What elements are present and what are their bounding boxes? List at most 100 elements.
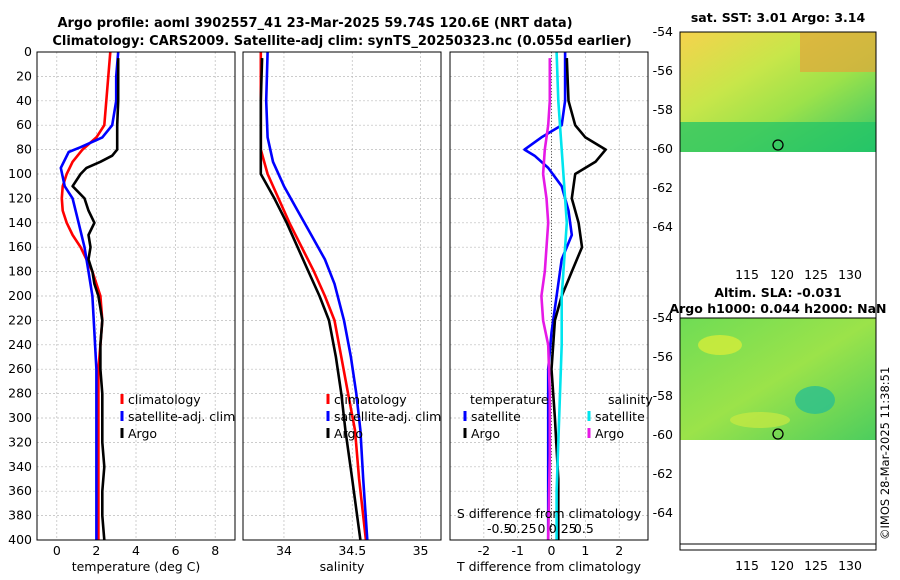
sst-lon-tick-label: 125	[804, 267, 828, 282]
sst-lat-tick-label: -60	[653, 141, 673, 156]
s-difference-axis-label: S difference from climatology	[457, 506, 642, 521]
legend-label: Argo	[334, 426, 363, 441]
sst-map	[679, 31, 877, 545]
sla-lon-tick-label: 120	[770, 558, 794, 573]
x-tick-label: 34.5	[338, 543, 366, 558]
sla-lat-tick-label: -54	[653, 310, 673, 325]
y-tick-label: 200	[8, 288, 32, 303]
sst-lon-tick-label: 115	[735, 267, 759, 282]
sla-lat-tick-label: -58	[653, 388, 673, 403]
difference-panel: -2 -1 0 1 2T difference from climatology temp…	[449, 51, 653, 574]
sla-map-title-line2: Argo h1000: 0.044 h2000: NaN	[669, 301, 886, 316]
y-tick-label: 120	[8, 190, 32, 205]
legend-label: climatology	[128, 392, 201, 407]
difference-series-s-argo	[540, 58, 552, 541]
y-tick-label: 160	[8, 239, 32, 254]
sla-high-patch-2	[730, 412, 790, 428]
x-tick-label: -1	[511, 543, 523, 558]
x-tick-label: 4	[132, 543, 140, 558]
sla-map-title-line1: Altim. SLA: -0.031	[714, 285, 841, 300]
sst-lat-tick-label: -62	[653, 180, 673, 195]
temperature-panel: 0204060801001201401601802002202402602803…	[8, 44, 236, 574]
y-tick-label: 380	[8, 508, 32, 523]
sla-map-frame	[679, 317, 877, 551]
sla-argo-location-marker	[772, 428, 784, 440]
sla-lat-tick-label: -56	[653, 349, 673, 364]
salinity-series-argo	[259, 58, 362, 541]
sla-lat-tick-label: -62	[653, 466, 673, 481]
sla-lon-tick-label: 115	[735, 558, 759, 573]
y-tick-label: 240	[8, 337, 32, 352]
sla-high-patch	[698, 335, 742, 355]
x-tick-label: 2	[615, 543, 623, 558]
x-tick-label: 0	[53, 543, 61, 558]
salinity-x-axis-label: salinity	[320, 559, 365, 574]
temperature-series-satellite-adj--clim	[59, 51, 120, 540]
s-difference-tick-label: -0.25	[504, 521, 536, 536]
legend-label: satellite	[595, 409, 645, 424]
y-tick-label: 340	[8, 459, 32, 474]
x-tick-label: 1	[581, 543, 589, 558]
y-tick-label: 320	[8, 434, 32, 449]
salinity-panel: 34 34.5 35 salinity climatology satellite-adj…	[242, 51, 442, 574]
figure-title-line2: Climatology: CARS2009. Satellite-adj cli…	[52, 34, 631, 49]
salinity-series-satellite-adj--clim	[264, 51, 369, 541]
legend-title-temperature: temperature	[470, 392, 549, 407]
y-tick-label: 280	[8, 386, 32, 401]
s-difference-tick-label: 0.25	[549, 521, 577, 536]
temperature-x-axis-label: temperature (deg C)	[72, 559, 201, 574]
sla-map	[679, 317, 877, 551]
y-tick-label: 40	[16, 93, 32, 108]
sst-lon-tick-label: 130	[838, 267, 862, 282]
y-tick-label: 100	[8, 166, 32, 181]
y-tick-label: 180	[8, 264, 32, 279]
sst-map-frame	[679, 31, 877, 545]
y-tick-label: 20	[16, 68, 32, 83]
sst-map-title: sat. SST: 3.01 Argo: 3.14	[691, 10, 866, 25]
legend-title-salinity: salinity	[608, 392, 653, 407]
salinity-axes-frame	[242, 51, 442, 541]
temperature-axes-frame	[36, 51, 236, 541]
sst-lat-tick-label: -58	[653, 102, 673, 117]
y-tick-label: 220	[8, 312, 32, 327]
y-tick-label: 360	[8, 483, 32, 498]
y-tick-label: 400	[8, 532, 32, 547]
figure-title-line1: Argo profile: aoml 3902557_41 23-Mar-202…	[57, 16, 572, 31]
sst-cool-band	[680, 122, 876, 152]
s-difference-tick-label: 0	[538, 521, 546, 536]
x-tick-label: 35	[413, 543, 429, 558]
sst-warm-patch	[800, 32, 876, 72]
x-tick-label: 8	[211, 543, 219, 558]
difference-series-s-satellite	[555, 51, 569, 540]
difference-x-axis-label: T difference from climatology	[456, 559, 642, 574]
copyright-stamp: ©IMOS 28-Mar-2025 11:38:51	[878, 367, 892, 540]
sst-lat-tick-label: -64	[653, 219, 673, 234]
sst-lat-tick-label: -54	[653, 24, 673, 39]
temperature-series-argo	[71, 58, 120, 541]
salinity-series-climatology	[259, 52, 368, 541]
sla-lat-tick-label: -60	[653, 427, 673, 442]
x-tick-label: 6	[172, 543, 180, 558]
difference-axes-frame	[449, 51, 649, 541]
s-difference-tick-label: -0.5	[487, 521, 511, 536]
sst-lat-tick-label: -56	[653, 63, 673, 78]
sst-argo-location-marker	[772, 139, 784, 151]
legend-label: satellite-adj. clim	[128, 409, 235, 424]
s-difference-tick-label: 0.5	[574, 521, 594, 536]
y-tick-label: 300	[8, 410, 32, 425]
legend-label: Argo	[471, 426, 500, 441]
legend-label: satellite	[471, 409, 521, 424]
legend-label: Argo	[128, 426, 157, 441]
y-tick-label: 80	[16, 142, 32, 157]
y-tick-label: 60	[16, 117, 32, 132]
legend-label: Argo	[595, 426, 624, 441]
x-tick-label: -2	[478, 543, 490, 558]
sla-lon-tick-label: 125	[804, 558, 828, 573]
difference-series-t-argo	[550, 58, 607, 540]
x-tick-label: 0	[548, 543, 556, 558]
x-tick-label: 34	[276, 543, 292, 558]
y-tick-label: 140	[8, 215, 32, 230]
sla-lon-tick-label: 130	[838, 558, 862, 573]
sst-lon-tick-label: 120	[770, 267, 794, 282]
